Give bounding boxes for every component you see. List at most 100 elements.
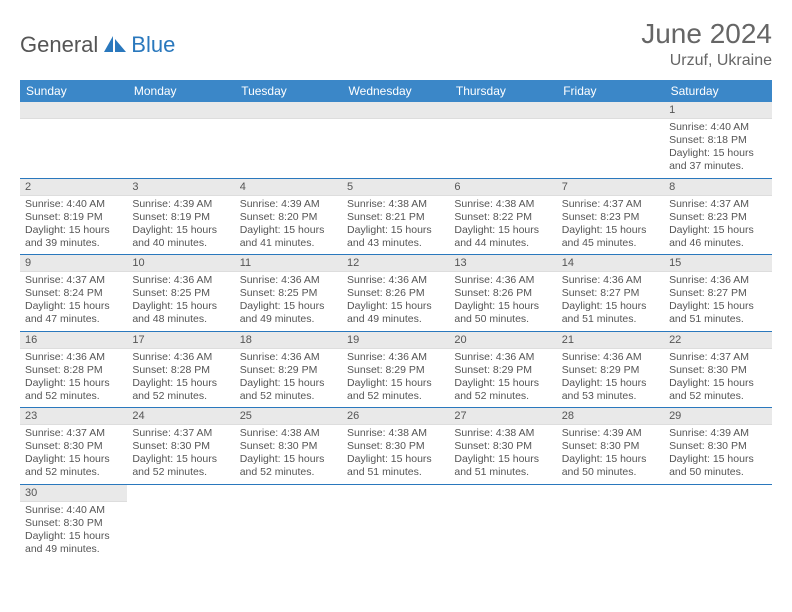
daylight-text: Daylight: 15 hours and 52 minutes. — [25, 377, 122, 403]
day-number: 29 — [664, 408, 771, 425]
calendar-day-cell: 18Sunrise: 4:36 AMSunset: 8:29 PMDayligh… — [235, 331, 342, 408]
day-number — [127, 102, 234, 119]
day-details: Sunrise: 4:36 AMSunset: 8:29 PMDaylight:… — [235, 349, 342, 408]
sunrise-text: Sunrise: 4:39 AM — [240, 198, 337, 211]
title-block: June 2024 Urzuf, Ukraine — [641, 18, 772, 70]
day-number — [557, 102, 664, 119]
sunset-text: Sunset: 8:30 PM — [240, 440, 337, 453]
brand-logo: General Blue — [20, 32, 175, 58]
sunset-text: Sunset: 8:27 PM — [669, 287, 766, 300]
daylight-text: Daylight: 15 hours and 50 minutes. — [454, 300, 551, 326]
sunset-text: Sunset: 8:30 PM — [25, 517, 122, 530]
calendar-day-cell: 11Sunrise: 4:36 AMSunset: 8:25 PMDayligh… — [235, 255, 342, 332]
sunset-text: Sunset: 8:23 PM — [562, 211, 659, 224]
calendar-day-cell — [342, 484, 449, 560]
calendar-day-cell: 10Sunrise: 4:36 AMSunset: 8:25 PMDayligh… — [127, 255, 234, 332]
sail-icon — [102, 34, 128, 57]
calendar-day-cell: 1Sunrise: 4:40 AMSunset: 8:18 PMDaylight… — [664, 102, 771, 178]
day-details: Sunrise: 4:37 AMSunset: 8:30 PMDaylight:… — [664, 349, 771, 408]
day-details: Sunrise: 4:36 AMSunset: 8:28 PMDaylight:… — [20, 349, 127, 408]
day-details: Sunrise: 4:36 AMSunset: 8:29 PMDaylight:… — [449, 349, 556, 408]
daylight-text: Daylight: 15 hours and 52 minutes. — [669, 377, 766, 403]
daylight-text: Daylight: 15 hours and 51 minutes. — [562, 300, 659, 326]
sunrise-text: Sunrise: 4:39 AM — [562, 427, 659, 440]
calendar-day-cell: 26Sunrise: 4:38 AMSunset: 8:30 PMDayligh… — [342, 408, 449, 485]
day-number: 28 — [557, 408, 664, 425]
calendar-day-cell — [449, 484, 556, 560]
day-number: 22 — [664, 332, 771, 349]
sunset-text: Sunset: 8:23 PM — [669, 211, 766, 224]
day-details: Sunrise: 4:39 AMSunset: 8:30 PMDaylight:… — [664, 425, 771, 484]
daylight-text: Daylight: 15 hours and 52 minutes. — [132, 453, 229, 479]
daylight-text: Daylight: 15 hours and 37 minutes. — [669, 147, 766, 173]
sunrise-text: Sunrise: 4:36 AM — [240, 274, 337, 287]
sunrise-text: Sunrise: 4:36 AM — [347, 351, 444, 364]
day-details: Sunrise: 4:36 AMSunset: 8:26 PMDaylight:… — [342, 272, 449, 331]
calendar-week-row: 16Sunrise: 4:36 AMSunset: 8:28 PMDayligh… — [20, 331, 772, 408]
daylight-text: Daylight: 15 hours and 50 minutes. — [669, 453, 766, 479]
sunset-text: Sunset: 8:22 PM — [454, 211, 551, 224]
day-details: Sunrise: 4:39 AMSunset: 8:20 PMDaylight:… — [235, 196, 342, 255]
day-details: Sunrise: 4:38 AMSunset: 8:30 PMDaylight:… — [235, 425, 342, 484]
day-number: 4 — [235, 179, 342, 196]
calendar-day-cell: 20Sunrise: 4:36 AMSunset: 8:29 PMDayligh… — [449, 331, 556, 408]
daylight-text: Daylight: 15 hours and 45 minutes. — [562, 224, 659, 250]
daylight-text: Daylight: 15 hours and 44 minutes. — [454, 224, 551, 250]
calendar-day-cell: 4Sunrise: 4:39 AMSunset: 8:20 PMDaylight… — [235, 178, 342, 255]
calendar-day-cell: 22Sunrise: 4:37 AMSunset: 8:30 PMDayligh… — [664, 331, 771, 408]
calendar-day-cell: 2Sunrise: 4:40 AMSunset: 8:19 PMDaylight… — [20, 178, 127, 255]
day-details: Sunrise: 4:36 AMSunset: 8:29 PMDaylight:… — [342, 349, 449, 408]
day-number: 27 — [449, 408, 556, 425]
day-details: Sunrise: 4:37 AMSunset: 8:24 PMDaylight:… — [20, 272, 127, 331]
day-number — [235, 102, 342, 119]
calendar-day-cell: 25Sunrise: 4:38 AMSunset: 8:30 PMDayligh… — [235, 408, 342, 485]
sunrise-text: Sunrise: 4:38 AM — [240, 427, 337, 440]
calendar-day-cell — [235, 102, 342, 178]
weekday-header: Tuesday — [235, 80, 342, 102]
calendar-day-cell: 15Sunrise: 4:36 AMSunset: 8:27 PMDayligh… — [664, 255, 771, 332]
daylight-text: Daylight: 15 hours and 52 minutes. — [240, 453, 337, 479]
daylight-text: Daylight: 15 hours and 39 minutes. — [25, 224, 122, 250]
calendar-day-cell: 17Sunrise: 4:36 AMSunset: 8:28 PMDayligh… — [127, 331, 234, 408]
brand-part1: General — [20, 32, 98, 58]
day-details: Sunrise: 4:36 AMSunset: 8:26 PMDaylight:… — [449, 272, 556, 331]
sunrise-text: Sunrise: 4:39 AM — [132, 198, 229, 211]
calendar-day-cell: 3Sunrise: 4:39 AMSunset: 8:19 PMDaylight… — [127, 178, 234, 255]
sunrise-text: Sunrise: 4:38 AM — [347, 427, 444, 440]
day-details: Sunrise: 4:40 AMSunset: 8:18 PMDaylight:… — [664, 119, 771, 178]
sunset-text: Sunset: 8:20 PM — [240, 211, 337, 224]
day-number: 24 — [127, 408, 234, 425]
sunset-text: Sunset: 8:28 PM — [132, 364, 229, 377]
weekday-header: Saturday — [664, 80, 771, 102]
sunrise-text: Sunrise: 4:36 AM — [454, 274, 551, 287]
day-number — [20, 102, 127, 119]
sunrise-text: Sunrise: 4:38 AM — [454, 198, 551, 211]
sunrise-text: Sunrise: 4:36 AM — [25, 351, 122, 364]
calendar-day-cell: 5Sunrise: 4:38 AMSunset: 8:21 PMDaylight… — [342, 178, 449, 255]
sunset-text: Sunset: 8:30 PM — [669, 364, 766, 377]
page-header: General Blue June 2024 Urzuf, Ukraine — [20, 18, 772, 70]
daylight-text: Daylight: 15 hours and 52 minutes. — [454, 377, 551, 403]
calendar-week-row: 9Sunrise: 4:37 AMSunset: 8:24 PMDaylight… — [20, 255, 772, 332]
sunrise-text: Sunrise: 4:39 AM — [669, 427, 766, 440]
sunset-text: Sunset: 8:27 PM — [562, 287, 659, 300]
calendar-day-cell: 13Sunrise: 4:36 AMSunset: 8:26 PMDayligh… — [449, 255, 556, 332]
day-details: Sunrise: 4:37 AMSunset: 8:23 PMDaylight:… — [664, 196, 771, 255]
day-number: 19 — [342, 332, 449, 349]
calendar-day-cell: 30Sunrise: 4:40 AMSunset: 8:30 PMDayligh… — [20, 484, 127, 560]
calendar-day-cell: 29Sunrise: 4:39 AMSunset: 8:30 PMDayligh… — [664, 408, 771, 485]
day-number: 21 — [557, 332, 664, 349]
sunset-text: Sunset: 8:24 PM — [25, 287, 122, 300]
calendar-table: Sunday Monday Tuesday Wednesday Thursday… — [20, 80, 772, 560]
sunrise-text: Sunrise: 4:36 AM — [669, 274, 766, 287]
daylight-text: Daylight: 15 hours and 43 minutes. — [347, 224, 444, 250]
day-number: 23 — [20, 408, 127, 425]
day-number: 20 — [449, 332, 556, 349]
page-title: June 2024 — [641, 18, 772, 50]
calendar-day-cell: 24Sunrise: 4:37 AMSunset: 8:30 PMDayligh… — [127, 408, 234, 485]
daylight-text: Daylight: 15 hours and 49 minutes. — [240, 300, 337, 326]
calendar-day-cell: 28Sunrise: 4:39 AMSunset: 8:30 PMDayligh… — [557, 408, 664, 485]
daylight-text: Daylight: 15 hours and 51 minutes. — [347, 453, 444, 479]
sunrise-text: Sunrise: 4:36 AM — [240, 351, 337, 364]
day-number — [342, 102, 449, 119]
